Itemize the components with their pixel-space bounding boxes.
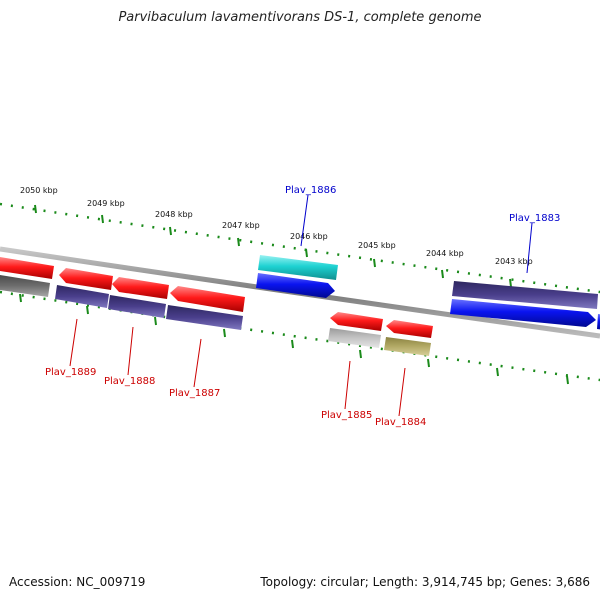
accession-label: Accession: NC_009719 bbox=[9, 575, 146, 589]
tick-mark bbox=[154, 316, 157, 326]
tick-mark bbox=[223, 328, 226, 338]
gene-label-Plav_1883: Plav_1883 bbox=[509, 213, 560, 224]
gene-feature-Plav_1884-red bbox=[386, 320, 433, 338]
gene-feature-Plav_1889-gray bbox=[0, 275, 50, 297]
gene-feature-Plav_1886-cyan bbox=[258, 255, 338, 280]
leader-line bbox=[69, 318, 78, 367]
leader-line bbox=[300, 194, 309, 247]
tick-mark bbox=[427, 358, 430, 368]
leader-line bbox=[344, 360, 351, 410]
gene-feature-Plav_1883-purple bbox=[452, 281, 598, 309]
tick-mark bbox=[34, 204, 37, 214]
tick-mark bbox=[237, 237, 240, 247]
gene-feature-edge-blue bbox=[597, 314, 600, 330]
gene-label-Plav_1888: Plav_1888 bbox=[104, 376, 155, 387]
tick-label: 2045 kbp bbox=[358, 241, 396, 250]
tick-mark bbox=[291, 339, 294, 349]
gene-feature-Plav_1889-red bbox=[0, 257, 54, 279]
tick-label: 2044 kbp bbox=[426, 249, 464, 258]
page-title: Parvibaculum lavamentivorans DS-1, compl… bbox=[118, 10, 482, 25]
tick-mark bbox=[566, 375, 569, 385]
tick-mark bbox=[101, 214, 104, 224]
gene-feature-Plav_1887-red bbox=[170, 286, 245, 312]
gene-feature-Plav_1885-lightgray bbox=[328, 328, 381, 348]
label-leader-lines bbox=[69, 194, 533, 417]
reverse-features bbox=[0, 257, 433, 356]
tick-label: 2048 kbp bbox=[155, 210, 193, 219]
gene-feature-Plav_1889-red2 bbox=[59, 268, 113, 290]
tick-label: 2050 kbp bbox=[20, 186, 58, 195]
gene-feature-Plav_1885-red bbox=[330, 312, 383, 331]
gene-feature-Plav_1886-blue bbox=[256, 273, 335, 298]
gene-feature-Plav_1883-blue bbox=[450, 299, 596, 327]
tick-label: 2046 kbp bbox=[290, 232, 328, 241]
gene-feature-Plav_1889-purple bbox=[55, 285, 109, 308]
gene-label-Plav_1889: Plav_1889 bbox=[45, 367, 96, 378]
tick-mark bbox=[496, 367, 499, 377]
tick-mark bbox=[373, 258, 376, 268]
forward-features bbox=[256, 255, 600, 330]
gene-feature-Plav_1887-purple bbox=[166, 305, 243, 330]
leader-line bbox=[398, 367, 406, 417]
gene-feature-Plav_1888-red bbox=[112, 277, 169, 299]
gene-label-Plav_1884: Plav_1884 bbox=[375, 417, 426, 428]
tick-mark bbox=[305, 248, 308, 258]
gene-label-Plav_1885: Plav_1885 bbox=[321, 410, 372, 421]
gene-feature-Plav_1888-purple bbox=[108, 295, 166, 318]
tick-label: 2047 kbp bbox=[222, 221, 260, 230]
tick-mark bbox=[169, 226, 172, 236]
scale-major-ticks bbox=[19, 204, 569, 385]
tick-mark bbox=[19, 293, 22, 303]
gene-label-Plav_1887: Plav_1887 bbox=[169, 388, 220, 399]
gene-labels: Plav_1889 Plav_1888 Plav_1887 Plav_1886 … bbox=[45, 185, 560, 428]
tick-mark bbox=[86, 305, 89, 315]
genome-summary: Topology: circular; Length: 3,914,745 bp… bbox=[260, 575, 590, 589]
leader-line bbox=[193, 338, 202, 388]
gene-feature-Plav_1884-khaki bbox=[384, 337, 431, 356]
tick-mark bbox=[509, 278, 512, 288]
leader-line bbox=[127, 326, 134, 376]
scale-tick-labels: 2050 kbp 2049 kbp 2048 kbp 2047 kbp 2046… bbox=[20, 186, 533, 266]
gene-label-Plav_1886: Plav_1886 bbox=[285, 185, 336, 196]
leader-line bbox=[526, 222, 533, 274]
tick-mark bbox=[359, 349, 362, 359]
tick-label: 2043 kbp bbox=[495, 257, 533, 266]
tick-mark bbox=[441, 269, 444, 279]
tick-label: 2049 kbp bbox=[87, 199, 125, 208]
